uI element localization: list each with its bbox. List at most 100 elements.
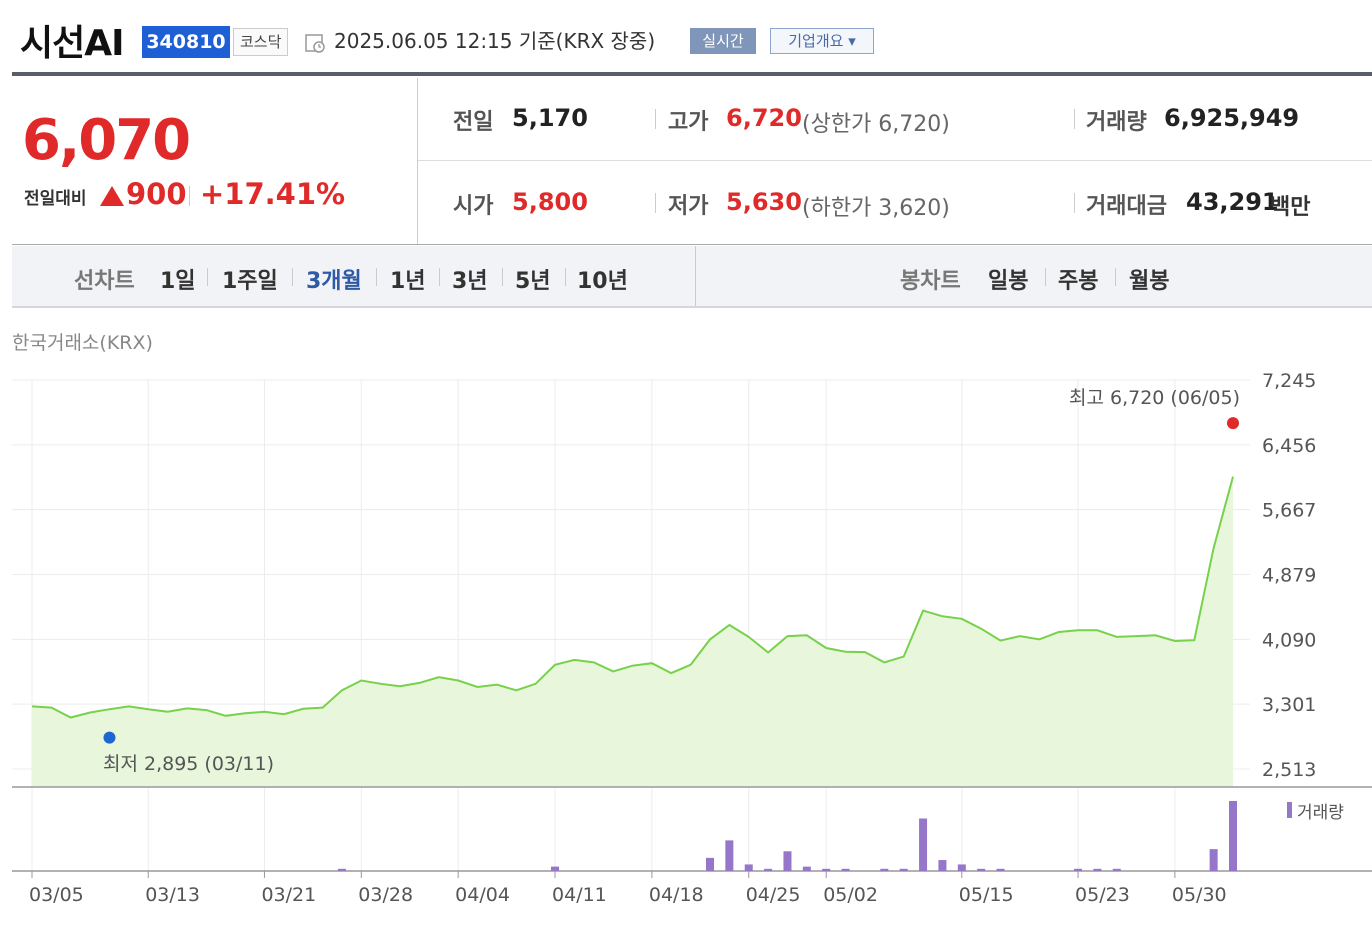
period-1d[interactable]: 1일 [160,269,196,294]
volume-bar [822,868,831,871]
y-tick-label: 4,879 [1262,565,1316,587]
x-tick-label: 04/11 [552,884,607,906]
divider [1074,193,1075,213]
divider [655,109,656,129]
divider [1045,268,1046,286]
x-tick-label: 05/15 [959,884,1014,906]
realtime-button[interactable]: 실시간 [690,28,756,54]
volume-bar [1074,868,1083,871]
market-badge: 코스닥 [233,28,289,56]
x-tick-label: 03/13 [145,884,200,906]
volume-bar [841,868,850,871]
clock-icon [305,34,325,53]
high-marker [1227,417,1239,430]
price-change-percent: +17.41% [200,177,346,211]
divider [207,268,208,286]
up-arrow-icon [100,186,124,206]
x-tick-label: 03/21 [261,884,316,906]
volume-bar [977,868,986,871]
upper-limit: (상한가 6,720) [802,112,950,137]
volume-bar [337,868,346,871]
period-10y[interactable]: 10년 [577,269,628,294]
exchange-label: 한국거래소(KRX) [12,332,153,354]
x-tick-label: 03/05 [29,884,84,906]
period-3y[interactable]: 3년 [452,269,488,294]
high-annotation: 최고 6,720 (06/05) [1069,387,1240,409]
volume-bar [764,868,773,871]
divider [376,268,377,286]
x-tick-label: 05/02 [823,884,878,906]
volume-bar [1093,868,1102,871]
volume-bar [938,860,947,871]
stock-name: 시선AI [20,23,124,64]
high-label: 고가 [668,110,709,135]
current-price: 6,070 [22,108,191,173]
high-value: 6,720 [726,104,802,132]
low-value: 5,630 [726,188,802,216]
divider [695,246,696,306]
period-1y[interactable]: 1년 [390,269,426,294]
volume-bar [957,864,966,871]
open-label: 시가 [453,194,494,219]
header-divider [12,72,1372,76]
period-3m[interactable]: 3개월 [306,269,362,294]
volume-bar [880,868,889,871]
change-label: 전일대비 [24,189,87,209]
stats-row-divider [418,160,1372,161]
line-chart-label: 선차트 [74,269,135,294]
y-tick-label: 3,301 [1262,694,1316,716]
volume-legend: 거래량 [1297,803,1344,823]
divider [1115,268,1116,286]
volume-value: 6,925,949 [1164,104,1300,132]
volume-bar [1229,801,1237,871]
timestamp: 2025.06.05 12:15 기준(KRX 장중) [334,29,656,53]
volume-bar [725,840,734,871]
low-annotation: 최저 2,895 (03/11) [103,753,274,775]
volume-bar [744,864,753,871]
volume-bar [551,866,560,871]
volume-bar [783,851,792,871]
open-value: 5,800 [512,188,588,216]
price-box [12,78,418,244]
x-tick-label: 05/23 [1075,884,1130,906]
volume-bar [1209,849,1218,871]
price-area-fill [32,476,1233,787]
divider [502,268,503,286]
x-tick-label: 04/18 [649,884,704,906]
company-overview-dropdown[interactable]: 기업개요 ▾ [770,28,874,54]
lower-limit: (하한가 3,620) [802,196,950,221]
volume-legend-icon [1287,802,1292,818]
prev-close-label: 전일 [453,110,494,135]
amount-unit: 백만 [1270,195,1311,220]
y-tick-label: 7,245 [1262,370,1316,392]
volume-bar [705,857,714,871]
candle-weekly[interactable]: 주봉 [1058,269,1099,294]
prev-close-value: 5,170 [512,104,588,132]
price-line [31,476,1234,719]
stats-bottom-border [12,244,1372,245]
divider [189,186,190,206]
volume-label: 거래량 [1086,110,1147,135]
period-bar [12,246,1372,308]
price-chart[interactable]: 7,245 6,456 5,667 4,879 4,090 3,301 2,513 03/0… [0,360,1372,932]
y-tick-label: 2,513 [1262,759,1316,781]
low-marker [103,731,116,744]
divider [439,268,440,286]
candle-daily[interactable]: 일봉 [988,269,1029,294]
volume-bar [802,866,811,871]
stock-code[interactable]: 340810 [142,26,230,58]
divider [655,193,656,213]
x-tick-label: 03/28 [358,884,413,906]
low-label: 저가 [668,194,709,219]
y-tick-label: 4,090 [1262,629,1316,651]
x-tick-label: 04/04 [455,884,510,906]
x-tick-label: 04/25 [746,884,801,906]
price-change: 900 [126,177,187,211]
candle-monthly[interactable]: 월봉 [1129,269,1170,294]
candle-chart-label: 봉차트 [900,269,961,294]
volume-bar [899,868,908,871]
divider [1074,109,1075,129]
period-1w[interactable]: 1주일 [222,269,278,294]
amount-label: 거래대금 [1086,194,1167,219]
period-5y[interactable]: 5년 [515,269,551,294]
